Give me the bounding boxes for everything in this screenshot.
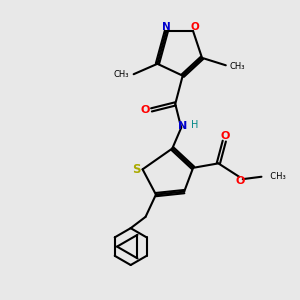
Text: O: O — [220, 131, 230, 141]
Text: CH₃: CH₃ — [230, 62, 245, 71]
Text: H: H — [191, 120, 198, 130]
Text: CH₃: CH₃ — [265, 172, 286, 181]
Text: N: N — [178, 121, 187, 130]
Text: CH₃: CH₃ — [114, 70, 129, 79]
Text: O: O — [236, 176, 245, 186]
Text: N: N — [162, 22, 171, 32]
Text: O: O — [141, 105, 150, 115]
Text: S: S — [132, 164, 140, 176]
Text: O: O — [190, 22, 199, 32]
